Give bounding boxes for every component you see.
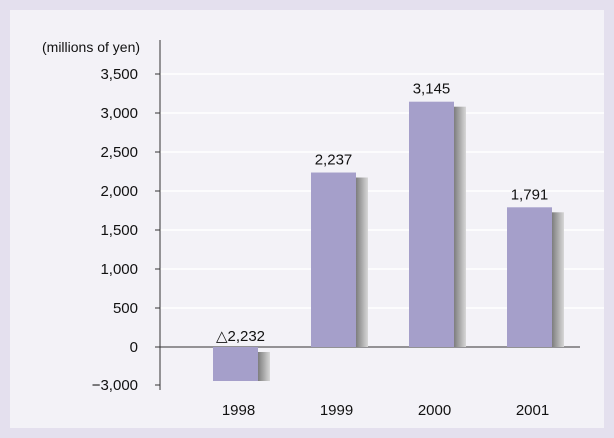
x-tick-label: 2001 (516, 402, 549, 419)
bar (213, 347, 258, 381)
y-tick-labels: −3,000 0 500 1,000 1,500 2,000 2,500 3,000 3,500 (92, 66, 138, 394)
data-label: 3,145 (413, 81, 451, 98)
bar-chart: (millions of yen) −3,000 0 500 1,000 1,500 2,… (42, 39, 604, 419)
y-tick-label: 1,500 (100, 222, 138, 239)
x-tick-label: 1999 (320, 402, 353, 419)
y-tick-label: 2,000 (100, 183, 138, 200)
bar (311, 172, 356, 347)
bar-shadow (258, 352, 270, 381)
y-tick-label: 3,500 (100, 66, 138, 83)
bars (213, 101, 564, 381)
y-tick-label: 3,000 (100, 105, 138, 122)
value-labels: △2,232 2,237 3,145 1,791 (216, 81, 548, 345)
data-label: 2,237 (315, 152, 353, 169)
x-tick-labels: 1998 1999 2000 2001 (222, 402, 549, 419)
x-tick-label: 2000 (418, 402, 451, 419)
bar-shadow (552, 212, 564, 347)
bar-shadow (356, 177, 368, 347)
bar (409, 101, 454, 347)
y-tick-label: −3,000 (92, 377, 138, 394)
y-tick-label: 500 (113, 300, 138, 317)
chart-frame: (millions of yen) −3,000 0 500 1,000 1,500 2,… (10, 10, 604, 428)
y-tick-label: 0 (130, 339, 138, 356)
bar-shadow (454, 106, 466, 347)
y-tick-label: 2,500 (100, 144, 138, 161)
data-label: △2,232 (216, 328, 265, 345)
y-unit-label: (millions of yen) (42, 39, 140, 55)
y-tick-label: 1,000 (100, 261, 138, 278)
x-tick-label: 1998 (222, 402, 255, 419)
chart-panel: (millions of yen) −3,000 0 500 1,000 1,500 2,… (10, 10, 604, 428)
data-label: 1,791 (511, 186, 549, 203)
bar (507, 207, 552, 347)
